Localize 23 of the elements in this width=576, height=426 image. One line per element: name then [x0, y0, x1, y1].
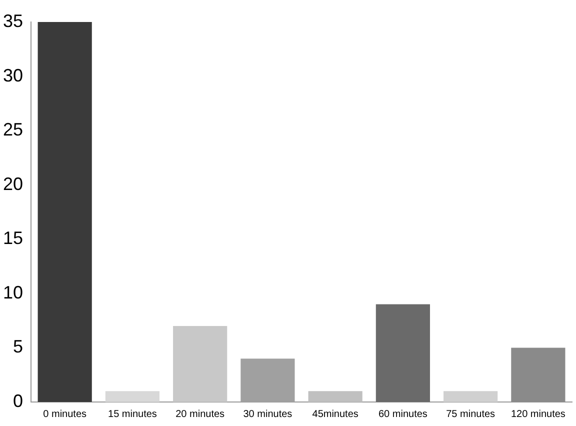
y-tick-label: 10	[2, 282, 24, 302]
y-tick-label: 25	[2, 120, 24, 140]
x-tick-label: 120 minutes	[510, 408, 566, 420]
x-tick-label: 60 minutes	[378, 408, 428, 420]
x-tick-label: 30 minutes	[243, 408, 292, 420]
y-tick-label: 15	[2, 228, 24, 248]
x-tick-label: 0 minutes	[43, 408, 87, 420]
bar	[511, 348, 566, 402]
bar	[173, 326, 228, 402]
x-tick-label: 20 minutes	[176, 408, 225, 420]
bar	[105, 391, 160, 402]
y-tick-label: 0	[13, 390, 24, 411]
y-tick-label: 35	[2, 10, 24, 31]
x-tick-label: 15 minutes	[108, 408, 157, 420]
bar	[308, 391, 362, 402]
x-tick-label: 75 minutes	[446, 408, 496, 420]
bar	[38, 22, 92, 402]
x-tick-label: 45minutes	[312, 408, 358, 420]
y-tick-label: 5	[13, 336, 24, 357]
bar	[444, 391, 498, 402]
bar	[376, 304, 430, 402]
y-tick-label: 20	[2, 174, 24, 194]
y-tick-label: 30	[2, 65, 24, 86]
